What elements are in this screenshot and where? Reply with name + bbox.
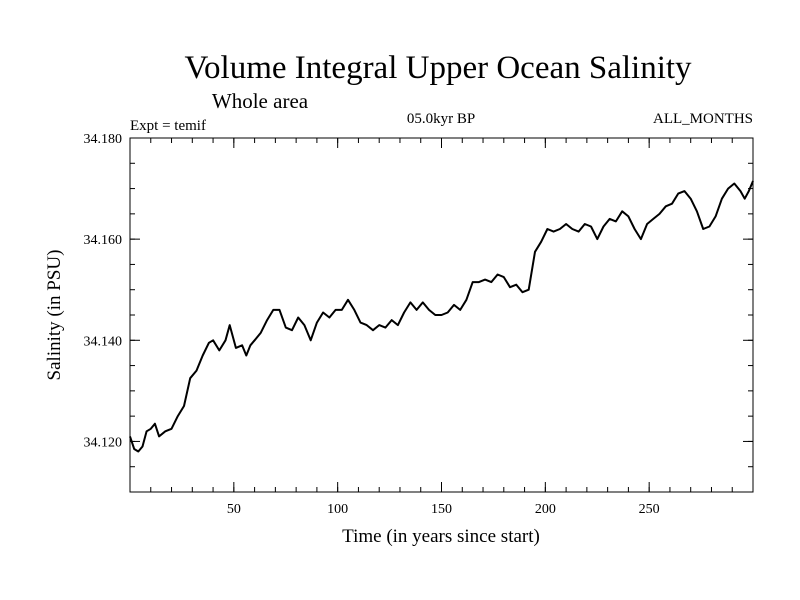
y-tick-label: 34.140: [84, 334, 123, 349]
y-tick-label: 34.160: [84, 233, 123, 248]
experiment-label: Expt = temif: [130, 118, 206, 134]
tick-marks: [130, 137, 753, 492]
salinity-series-line: [129, 180, 754, 453]
months-label: ALL_MONTHS: [653, 111, 753, 127]
x-tick-label: 200: [535, 502, 556, 517]
x-tick-label: 50: [227, 502, 241, 517]
x-tick-label: 100: [327, 502, 348, 517]
y-axis-label: Salinity (in PSU): [44, 250, 65, 381]
x-tick-label: 150: [431, 502, 452, 517]
x-tick-label: 250: [639, 502, 660, 517]
tick-labels: 50 100 150 200 250 34.120 34.140 34.160 34.180: [84, 132, 660, 517]
y-tick-label: 34.180: [84, 132, 123, 147]
chart-subtitle: Whole area: [212, 89, 309, 113]
x-axis-label: Time (in years since start): [342, 526, 540, 547]
y-tick-label: 34.120: [84, 435, 123, 450]
period-label: 05.0kyr BP: [407, 111, 475, 127]
chart-title: Volume Integral Upper Ocean Salinity: [184, 50, 692, 86]
